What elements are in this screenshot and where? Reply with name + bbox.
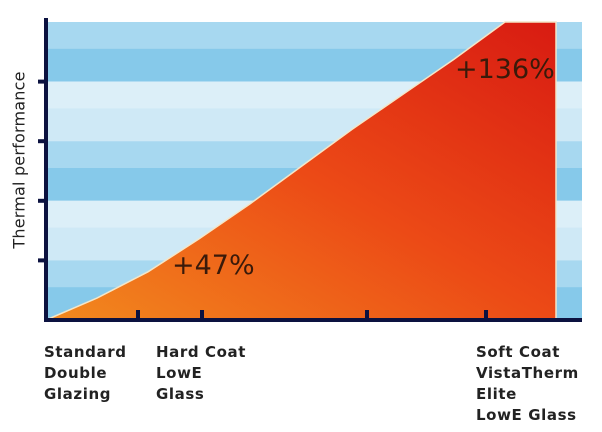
- category-label-standard: Standard Double Glazing: [44, 343, 127, 403]
- axes: [38, 18, 582, 322]
- annotation-plus-136: +136%: [455, 54, 555, 85]
- category-label-soft-coat: Soft Coat VistaTherm Elite LowE Glass: [476, 343, 579, 424]
- category-label-hard-coat: Hard Coat LowE Glass: [156, 343, 247, 403]
- y-axis-label: Thermal performance: [9, 71, 29, 249]
- annotation-plus-47: +47%: [172, 250, 255, 281]
- thermal-performance-area: [45, 21, 557, 321]
